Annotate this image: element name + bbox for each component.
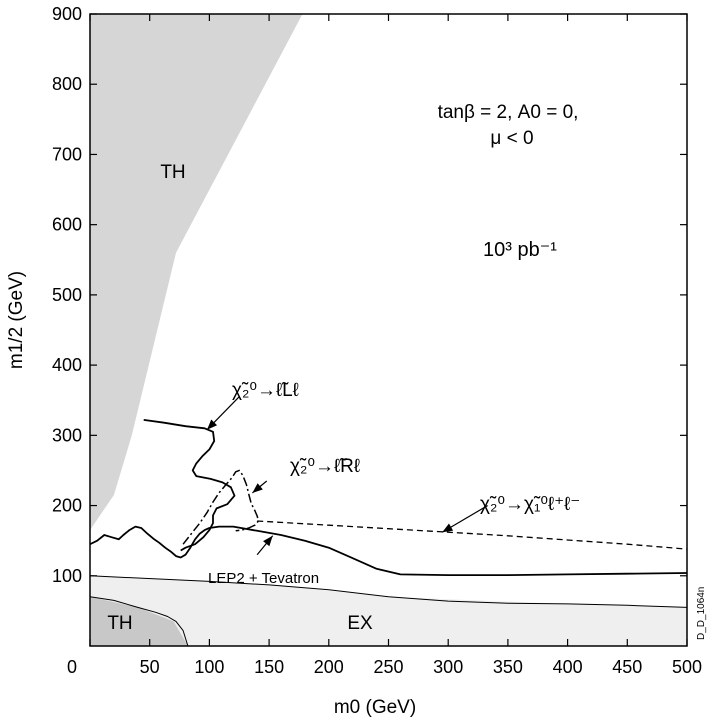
curve-3 (90, 525, 687, 576)
curve-5 (90, 596, 189, 646)
x-tick-label: 500 (672, 657, 702, 677)
y-axis-label: m1/2 (GeV) (6, 271, 27, 369)
th-upper-label: TH (160, 162, 185, 183)
arrow-head-2 (442, 523, 454, 533)
y-tick-label: 200 (52, 496, 82, 516)
arrow-head-0 (207, 419, 218, 430)
decay-right-label: χ̃₂⁰→ℓ̃Rℓ (290, 456, 360, 477)
region-ex-2 (90, 575, 687, 646)
y-tick-label: 900 (52, 4, 82, 24)
y-tick-label: 300 (52, 425, 82, 445)
x-tick-label: 100 (194, 657, 224, 677)
shaded-regions (90, 14, 687, 646)
x-tick-label: 300 (433, 657, 463, 677)
arrow-head-3 (263, 535, 273, 547)
region-th-1 (90, 596, 188, 646)
luminosity-label: 10³ pb⁻¹ (483, 239, 557, 261)
y-tick-label: 600 (52, 215, 82, 235)
x-tick-label: 450 (612, 657, 642, 677)
lep-tevatron-label: LEP2 + Tevatron (208, 570, 319, 587)
x-tick-label: 350 (493, 657, 523, 677)
y-tick-label: 800 (52, 74, 82, 94)
ex-label: EX (347, 613, 373, 634)
x-tick-label: 200 (314, 657, 344, 677)
x-tick-label: 50 (140, 657, 160, 677)
y-tick-label: 500 (52, 285, 82, 305)
y-tick-label: 100 (52, 566, 82, 586)
y-tick-label: 700 (52, 144, 82, 164)
params-line2: μ < 0 (490, 128, 533, 149)
x-tick-label: 250 (373, 657, 403, 677)
x-axis-label: m0 (GeV) (334, 697, 416, 718)
th-lower-label: TH (107, 613, 132, 634)
x-tick-label: 400 (553, 657, 583, 677)
y-tick-label: 400 (52, 355, 82, 375)
x-tick-label: 150 (254, 657, 284, 677)
decay-three-body-label: χ̃₂⁰→χ̃₁⁰ℓ⁺ℓ⁻ (480, 494, 580, 515)
params-line1: tanβ = 2, A0 = 0, (438, 102, 579, 123)
region-th-0 (90, 14, 303, 531)
origin-label: 0 (67, 657, 77, 677)
arrows (206, 396, 488, 556)
curve-2 (257, 520, 687, 550)
curve-0 (143, 419, 236, 552)
arrow-head-1 (252, 483, 263, 493)
curves (90, 419, 687, 646)
axis-ticks: 0 50 100 150 200 250 300 350 400 450 500 100 200 300 4… (52, 4, 702, 677)
decay-left-label: χ̃₂⁰→ℓ̃Lℓ (232, 380, 299, 401)
figure-id: D_D_1064n (696, 587, 707, 640)
curve-4 (90, 575, 687, 608)
